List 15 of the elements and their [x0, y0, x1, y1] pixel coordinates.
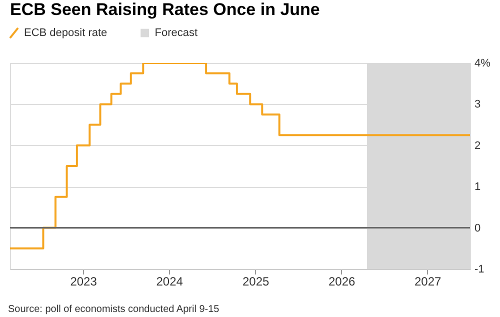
x-tick-label: 2024 — [156, 274, 184, 288]
x-tick-label: 2026 — [328, 274, 356, 288]
legend-label: ECB deposit rate — [24, 27, 108, 39]
x-tick-label: 2023 — [70, 274, 98, 288]
y-tick-label: 2 — [474, 140, 481, 152]
source-note: Source: poll of economists conducted April 9-15 — [8, 304, 220, 315]
legend-label: Forecast — [154, 27, 198, 39]
y-tick-label: 3 — [474, 98, 481, 111]
chart-title: ECB Seen Raising Rates Once in June — [10, 0, 320, 19]
y-tick-label: 1 — [474, 181, 481, 194]
y-tick-label: 4% — [474, 58, 491, 70]
x-tick-label: 2027 — [414, 274, 442, 288]
y-tick-label: 0 — [474, 222, 481, 234]
x-tick-label: 2025 — [242, 274, 270, 288]
y-tick-label: -1 — [474, 264, 484, 276]
